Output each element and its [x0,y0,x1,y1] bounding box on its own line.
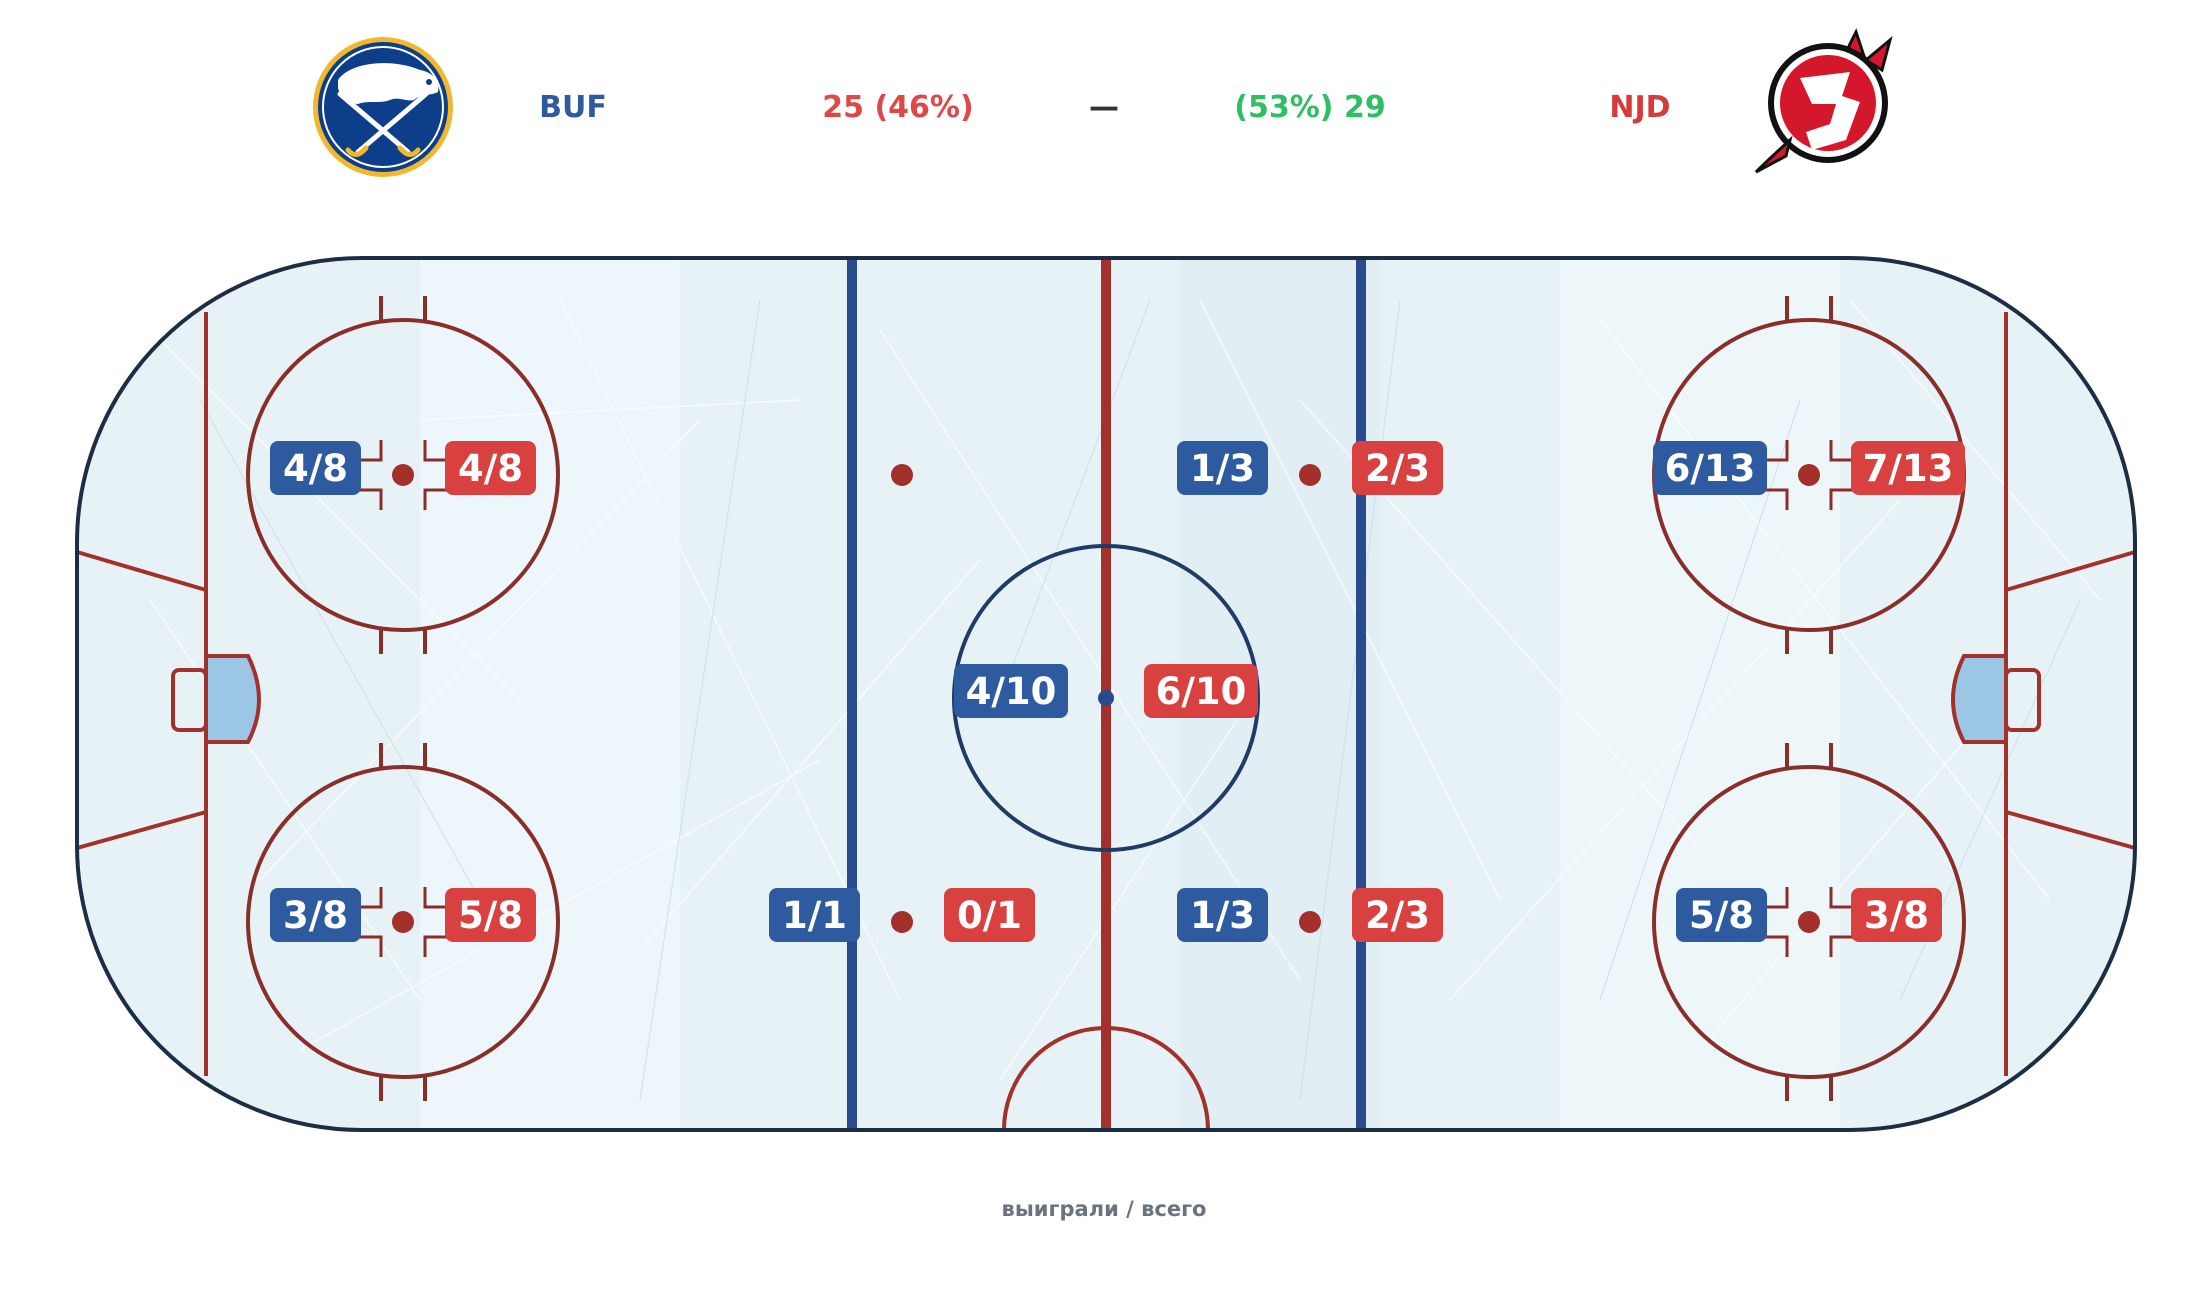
away-faceoff-value: 5/8 [458,894,523,937]
home-faceoff-badge: 1/3 [1177,888,1268,942]
away-faceoff-badge: 5/8 [445,888,536,942]
away-faceoff-badge: 7/13 [1851,441,1965,495]
faceoff-dot [1798,911,1820,933]
away-faceoff-badge: 3/8 [1851,888,1942,942]
away-badge-bg [1144,664,1258,718]
faceoff-spot-right-top: 6/13 7/13 [1653,441,1965,495]
new-jersey-devils-logo [1754,28,1893,174]
away-faceoff-badge: 0/1 [944,888,1035,942]
home-badge-bg [270,888,361,942]
home-badge-bg [270,441,361,495]
home-faceoff-value: 1/3 [1190,894,1255,937]
home-faceoff-value: 3/8 [283,894,348,937]
away-badge-bg [445,441,536,495]
home-faceoff-value: 5/8 [1689,894,1754,937]
home-team-abbr: BUF [539,90,607,125]
away-faceoff-badge: 4/8 [445,441,536,495]
home-faceoff-value: 1/3 [1190,447,1255,490]
faceoff-dot [1299,911,1321,933]
away-faceoff-value: 4/8 [458,447,523,490]
home-faceoff-badge: 5/8 [1676,888,1767,942]
away-faceoff-value: 7/13 [1863,447,1954,490]
home-badge-bg [769,888,860,942]
home-score: 25 (46%) [822,90,973,125]
away-faceoff-value: 2/3 [1365,447,1430,490]
left-bottom-faceoff-circle [246,743,560,1101]
faceoff-spot-neutral-right-bottom: 1/3 2/3 [1177,888,1443,942]
left-top-faceoff-circle [246,296,560,654]
away-faceoff-badge: 6/10 [1144,664,1258,718]
faceoff-dot [891,911,913,933]
away-score: (53%) 29 [1234,90,1385,125]
home-faceoff-value: 4/10 [966,670,1057,713]
header: BUF 25 (46%) — (53%) 29 NJD [313,28,1893,177]
home-faceoff-badge: 6/13 [1653,441,1767,495]
faceoff-dot [891,464,913,486]
faceoff-spot-neutral-left-bottom: 1/1 0/1 [769,888,1035,942]
home-faceoff-badge: 4/8 [270,441,361,495]
home-badge-bg [1177,888,1268,942]
home-badge-bg [1653,441,1767,495]
away-faceoff-badge: 2/3 [1352,888,1443,942]
faceoff-dot [1798,464,1820,486]
hockey-rink [75,256,2137,1132]
away-badge-bg [1851,888,1942,942]
home-faceoff-value: 4/8 [283,447,348,490]
away-faceoff-value: 0/1 [957,894,1022,937]
home-faceoff-badge: 4/10 [954,664,1068,718]
home-faceoff-value: 1/1 [782,894,847,937]
home-faceoff-badge: 1/1 [769,888,860,942]
home-badge-bg [1177,441,1268,495]
faceoff-dot [392,911,414,933]
away-faceoff-value: 2/3 [1365,894,1430,937]
away-badge-bg [1352,888,1443,942]
home-faceoff-value: 6/13 [1665,447,1756,490]
faceoff-dot [392,464,414,486]
away-badge-bg [445,888,536,942]
faceoff-spot-neutral-left-top [891,464,913,486]
home-faceoff-badge: 1/3 [1177,441,1268,495]
faceoff-spot-neutral-right-top: 1/3 2/3 [1177,441,1443,495]
home-badge-bg [954,664,1068,718]
faceoff-spot-center: 4/10 6/10 [954,664,1258,718]
score-separator: — [1089,90,1119,125]
faceoff-spot-left-top: 4/8 4/8 [270,441,536,495]
away-badge-bg [1851,441,1965,495]
away-faceoff-badge: 2/3 [1352,441,1443,495]
legend-caption: выиграли / всего [1002,1197,1207,1221]
faceoff-spot-left-bottom: 3/8 5/8 [270,888,536,942]
away-badge-bg [1352,441,1443,495]
ice-scratches [119,258,2101,1130]
away-team-abbr: NJD [1609,90,1670,125]
home-faceoff-badge: 3/8 [270,888,361,942]
home-badge-bg [1676,888,1767,942]
faceoff-dot [1299,464,1321,486]
faceoff-stats: 4/8 4/8 3/8 5/8 4/10 6/10 1/3 2/3 1/1 0/1 1/3 2/3 6/… [270,441,1965,942]
faceoff-spot-right-bottom: 5/8 3/8 [1676,888,1942,942]
away-badge-bg [944,888,1035,942]
away-faceoff-value: 3/8 [1864,894,1929,937]
away-faceoff-value: 6/10 [1156,670,1247,713]
right-bottom-faceoff-circle [1652,743,1966,1101]
buffalo-sabres-logo [313,37,453,177]
